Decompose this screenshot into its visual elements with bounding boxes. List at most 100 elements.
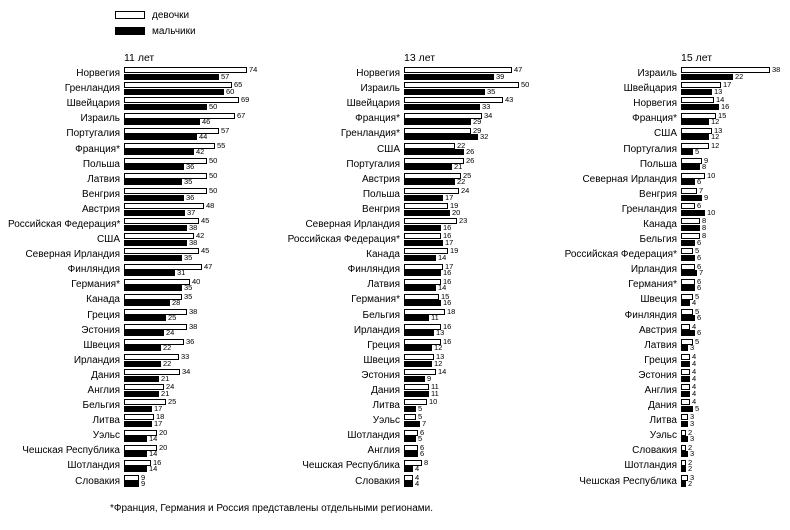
country-label: США (376, 143, 400, 155)
value-label: 42 (196, 147, 205, 157)
girls-bar (124, 414, 154, 421)
girls-bar (404, 354, 434, 361)
boys-bar (124, 360, 161, 367)
girls-bar (404, 414, 416, 421)
boys-bar (124, 134, 197, 141)
value-label: 46 (202, 117, 211, 127)
country-label: Австрия (638, 324, 677, 336)
chart-row: Канада 8 8 (535, 217, 780, 232)
value-label: 13 (436, 352, 445, 362)
value-label: 40 (192, 276, 201, 286)
boys-bar (404, 194, 443, 201)
country-label: Франция* (75, 143, 120, 155)
panel-age-13: 13 лет Норвегия 47 39 Израиль 50 35 Швейцария 4… (282, 52, 530, 489)
value-label: 2 (688, 427, 693, 437)
value-label: 22 (163, 358, 172, 368)
boys-bar (404, 451, 418, 458)
value-label: 6 (420, 449, 425, 459)
country-label: Англия (367, 445, 400, 457)
boys-bar (681, 315, 695, 322)
bar-pair: 6 10 (681, 202, 715, 216)
girls-bar (681, 414, 688, 421)
chart-row: Латвия 5 3 (535, 338, 780, 353)
chart-row: Литва 3 3 (535, 413, 780, 428)
country-label: Франция* (632, 113, 677, 125)
boys-bar (404, 73, 494, 80)
value-label: 34 (484, 110, 493, 120)
girls-bar (404, 97, 503, 104)
value-label: 34 (182, 367, 191, 377)
chart-row: Швейцария 43 33 (282, 96, 529, 111)
value-label: 6 (697, 237, 702, 247)
chart-row: Финляндия 17 16 (282, 262, 529, 277)
girls-bar (681, 112, 716, 119)
country-label: Словакия (632, 445, 677, 457)
country-label: Эстония (81, 324, 120, 336)
value-label: 32 (480, 132, 489, 142)
chart-row: Израиль 38 22 (535, 66, 780, 81)
value-label: 6 (697, 328, 702, 338)
chart-row: Литва 10 5 (282, 398, 529, 413)
boys-bar (124, 405, 152, 412)
girls-bar (681, 323, 690, 330)
country-label: Норвегия (76, 68, 120, 80)
value-label: 4 (692, 373, 697, 383)
girls-bar (404, 248, 448, 255)
value-label: 8 (702, 216, 707, 226)
value-label: 36 (186, 192, 195, 202)
bar-pair: 50 36 (124, 187, 217, 202)
value-label: 6 (697, 283, 702, 293)
boys-bar (404, 134, 478, 141)
chart-row: Англия 6 6 (282, 443, 529, 458)
chart-row: США 22 26 (282, 141, 529, 156)
girls-bar (681, 218, 700, 225)
girls-bar (124, 459, 151, 466)
boys-bar (124, 345, 161, 352)
chart-row: Франция* 55 42 (8, 141, 257, 156)
bar-pair: 22 26 (404, 142, 475, 157)
girls-bar (681, 248, 693, 255)
country-label: Северная Ирландия (25, 249, 120, 261)
chart-row: Канада 35 28 (8, 292, 257, 307)
value-label: 18 (156, 412, 165, 422)
value-label: 5 (695, 147, 700, 157)
boys-bar (404, 103, 480, 110)
country-label: Дания (371, 385, 400, 397)
value-label: 6 (697, 276, 702, 286)
bar-pair: 23 16 (404, 217, 467, 231)
girls-bar (124, 338, 184, 345)
value-label: 2 (688, 442, 693, 452)
value-label: 11 (431, 313, 439, 323)
boys-bar (681, 270, 697, 277)
boys-bar (404, 481, 413, 488)
girls-bar (681, 263, 695, 270)
chart-row: Российская Федерация* 5 6 (535, 247, 780, 262)
value-label: 4 (692, 367, 697, 377)
value-label: 4 (415, 464, 420, 474)
country-label: Канада (643, 218, 677, 230)
bar-pair: 16 14 (404, 277, 451, 291)
chart-row: США 13 12 (535, 126, 780, 141)
girls-bar (681, 142, 709, 149)
boys-bar (124, 194, 184, 201)
girls-bar (124, 188, 207, 195)
girls-bar (404, 157, 464, 164)
value-label: 33 (482, 101, 491, 111)
value-label: 4 (692, 397, 697, 407)
country-label: Российская Федерация* (8, 218, 121, 230)
bar-pair: 29 32 (404, 126, 489, 142)
value-label: 4 (415, 479, 420, 489)
value-label: 5 (695, 306, 700, 316)
country-label: Шотландия (624, 460, 677, 472)
bar-pair: 38 22 (681, 66, 780, 81)
chart-row: Словакия 4 4 (282, 474, 529, 489)
boys-bar (124, 103, 207, 110)
chart-row: Швеция 13 12 (282, 353, 529, 368)
country-label: Латвия (87, 173, 120, 185)
value-label: 26 (466, 147, 475, 157)
value-label: 22 (735, 71, 744, 81)
country-label: Франция* (355, 113, 400, 125)
country-label: Венгрия (639, 188, 677, 200)
